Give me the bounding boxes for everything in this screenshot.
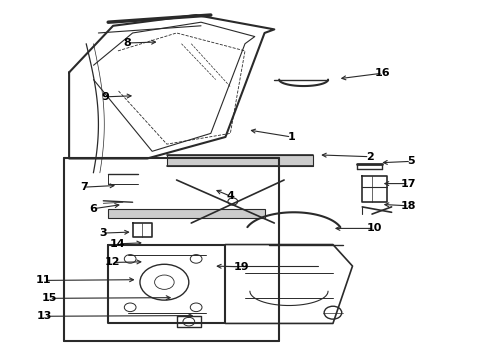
Text: 17: 17: [401, 179, 416, 189]
Text: 9: 9: [102, 92, 110, 102]
Text: 3: 3: [99, 228, 107, 238]
Text: 11: 11: [36, 275, 51, 285]
Text: 13: 13: [37, 311, 52, 321]
Text: 6: 6: [90, 204, 98, 214]
Text: 7: 7: [80, 182, 88, 192]
Text: 5: 5: [407, 156, 415, 166]
Text: 1: 1: [288, 132, 295, 142]
Text: 10: 10: [367, 224, 382, 233]
Bar: [167, 155, 314, 166]
Text: 12: 12: [104, 257, 120, 267]
Text: 19: 19: [233, 262, 249, 272]
Text: 18: 18: [401, 201, 416, 211]
Text: 15: 15: [42, 293, 57, 303]
Text: 2: 2: [366, 152, 373, 162]
Text: 4: 4: [226, 191, 234, 201]
Bar: [108, 209, 265, 218]
Text: 8: 8: [123, 38, 131, 48]
Text: 14: 14: [110, 239, 126, 249]
Text: 16: 16: [375, 68, 391, 78]
